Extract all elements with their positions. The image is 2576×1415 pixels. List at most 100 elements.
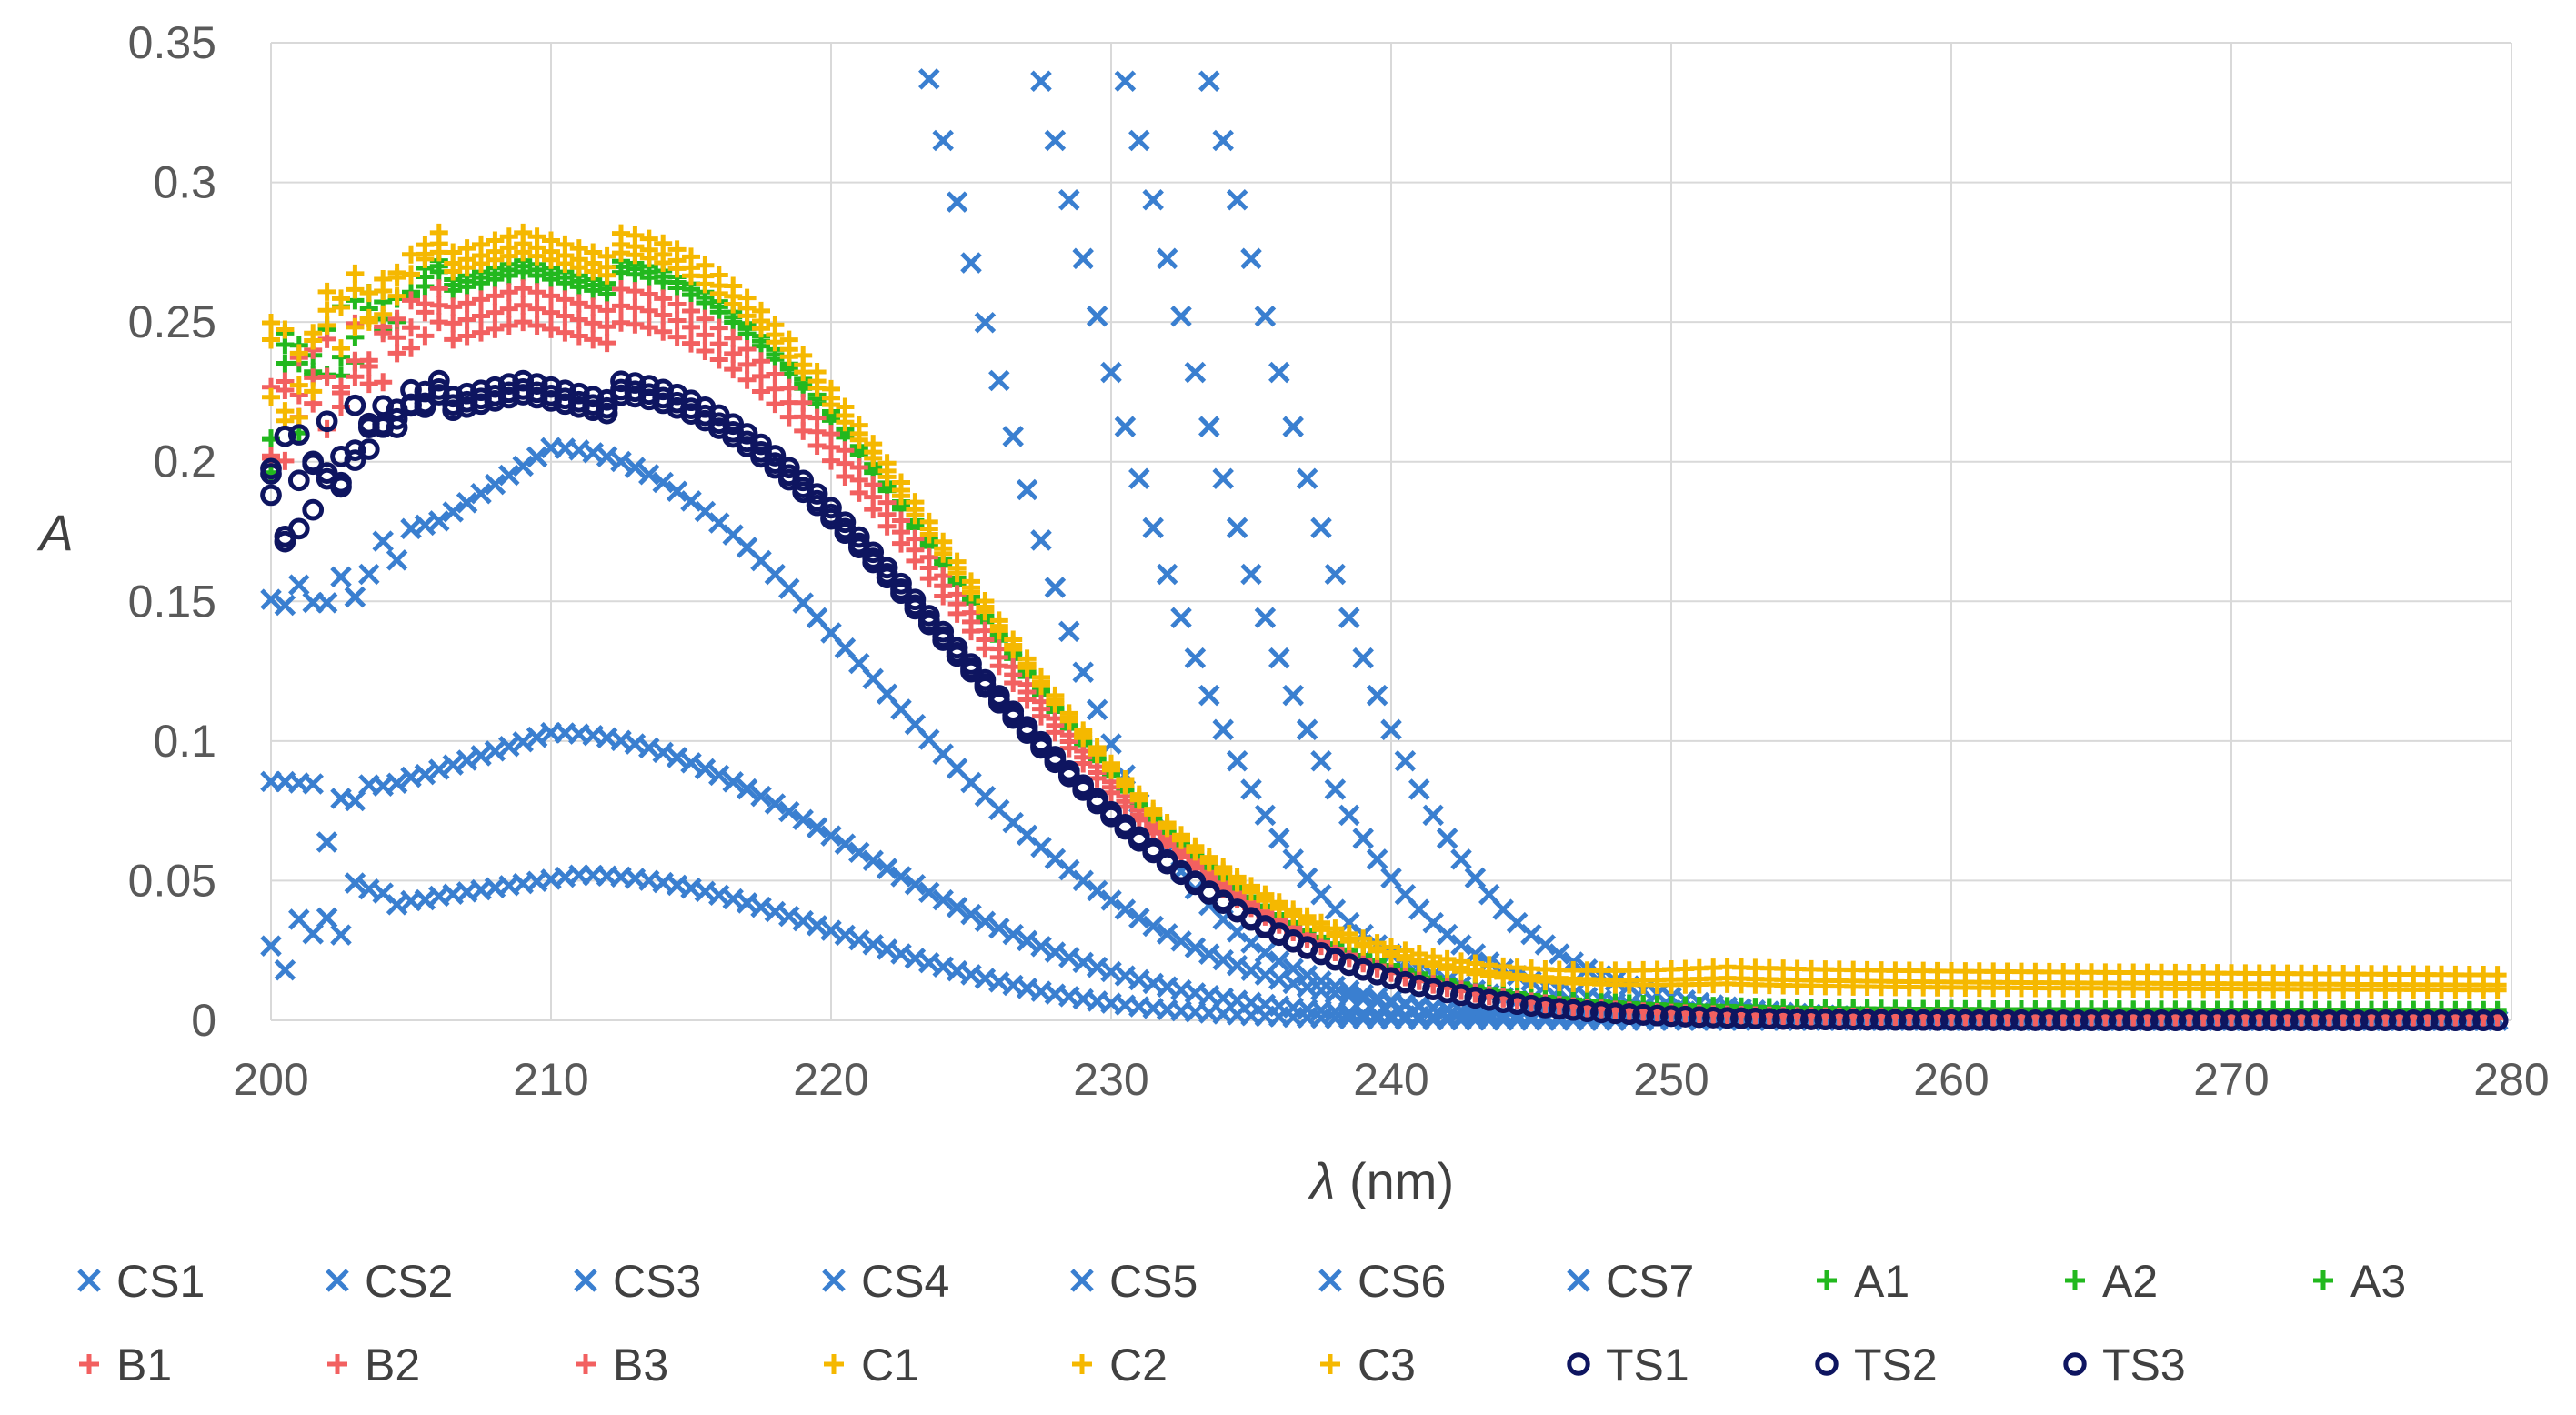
data-point (1158, 818, 1177, 838)
legend-label: CS1 (116, 1256, 205, 1307)
data-point (1324, 563, 1347, 586)
data-point (976, 639, 995, 658)
data-point (484, 473, 506, 496)
data-point (302, 773, 324, 795)
data-point (2416, 1009, 2439, 1031)
data-point (1170, 863, 1192, 886)
data-point (1114, 898, 1137, 920)
data-point (276, 354, 295, 373)
data-point (358, 563, 380, 586)
data-point (1170, 607, 1192, 629)
legend-label: C2 (1109, 1340, 1168, 1390)
data-point (989, 621, 1008, 640)
data-point (1382, 946, 1400, 965)
data-point (569, 277, 588, 296)
legend-marker (2313, 1270, 2333, 1290)
data-point (750, 433, 772, 456)
data-point (569, 326, 588, 346)
data-point (274, 958, 296, 981)
data-point (387, 328, 406, 347)
data-point (1214, 863, 1233, 882)
data-point (1030, 737, 1052, 759)
data-point (934, 587, 953, 606)
data-point (626, 315, 645, 334)
x-tick-label: 210 (513, 1054, 588, 1105)
data-point (1312, 920, 1330, 939)
data-point (359, 356, 378, 376)
legend-item-b3: B3 (576, 1340, 668, 1390)
legend-item-b1: B1 (79, 1340, 172, 1390)
data-point (1044, 577, 1067, 598)
data-point (597, 285, 616, 304)
data-point (639, 285, 658, 304)
data-point (792, 909, 814, 932)
data-point (1100, 889, 1122, 911)
x-tick-label: 230 (1073, 1054, 1148, 1105)
data-point (1310, 749, 1332, 772)
data-point (1072, 661, 1094, 683)
data-point (682, 286, 700, 305)
data-point (736, 436, 758, 457)
data-point (472, 323, 490, 342)
data-points (260, 68, 2509, 1031)
legend-label: A3 (2350, 1256, 2406, 1307)
data-point (709, 284, 728, 303)
data-point (1758, 1008, 1780, 1030)
data-point (946, 645, 968, 667)
legend-label: CS4 (861, 1256, 949, 1307)
data-point (1296, 867, 1318, 889)
data-point (1408, 778, 1430, 800)
data-point (654, 322, 673, 341)
data-point (1339, 932, 1358, 951)
data-point (1324, 975, 1347, 998)
data-point (374, 373, 393, 392)
data-point (1198, 943, 1220, 965)
x-tick-label: 250 (1633, 1054, 1709, 1105)
data-point (527, 316, 546, 335)
data-point (777, 468, 800, 491)
data-point (344, 449, 366, 471)
data-point (764, 793, 787, 815)
data-point (262, 330, 280, 349)
data-point (596, 402, 618, 425)
data-point (514, 279, 533, 298)
x-tick-label: 200 (233, 1054, 308, 1105)
data-point (682, 301, 700, 320)
data-point (1702, 1007, 1725, 1029)
data-point (1396, 949, 1415, 968)
data-point (386, 407, 408, 430)
data-point (429, 296, 448, 315)
data-point (1102, 760, 1120, 779)
data-point (1100, 361, 1122, 384)
series-a3 (262, 262, 2507, 1022)
data-point (1128, 829, 1150, 852)
data-point (1240, 563, 1262, 586)
data-point (1002, 707, 1025, 729)
data-point (680, 752, 702, 774)
data-point (682, 334, 700, 353)
data-point (597, 301, 616, 320)
data-point (1072, 247, 1094, 270)
data-point (1590, 1001, 1612, 1024)
data-point (794, 363, 813, 382)
data-point (919, 569, 938, 588)
data-point (807, 378, 827, 397)
data-point (1044, 129, 1067, 152)
data-point (737, 370, 757, 389)
data-point (512, 730, 534, 753)
data-point (1017, 658, 1037, 677)
data-point (357, 438, 380, 460)
data-point (750, 446, 772, 468)
data-point (1086, 792, 1108, 815)
data-point (1366, 684, 1388, 707)
data-point (1228, 873, 1247, 892)
data-point (960, 252, 982, 274)
data-point (1282, 958, 1304, 980)
data-point (946, 191, 968, 213)
data-point (414, 396, 436, 418)
data-point (1114, 416, 1137, 437)
data-point (386, 772, 408, 795)
data-point (1016, 929, 1038, 952)
data-point (287, 424, 310, 446)
data-point (584, 330, 603, 349)
